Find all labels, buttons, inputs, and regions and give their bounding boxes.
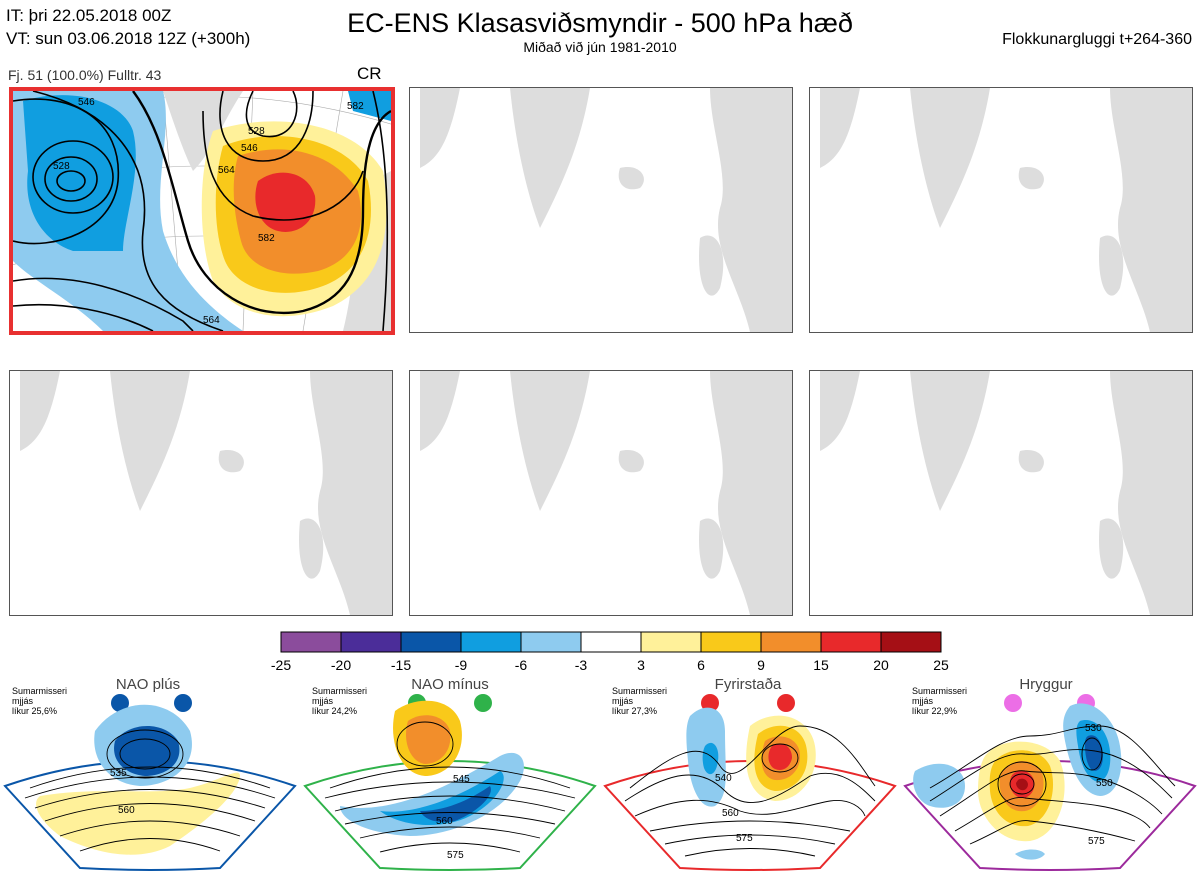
- regime-name: Hryggur: [1019, 676, 1073, 693]
- contour-label: 560: [436, 816, 453, 827]
- cluster-tag: CR: [357, 64, 382, 83]
- contour-label: 546: [241, 143, 258, 154]
- contour-label: 545: [453, 774, 470, 785]
- regime-blocking: Fyrirstaða Sumarmisseri mjjás líkur 27,3% …: [600, 676, 900, 871]
- colorbar-segment: [280, 631, 342, 653]
- colorbar-segment: [340, 631, 402, 653]
- colorbar-segment: [880, 631, 942, 653]
- contour-label: 575: [736, 833, 753, 844]
- cluster-map-5[interactable]: [409, 370, 793, 616]
- regime-prob: Sumarmisseri mjjás líkur 24,2%: [312, 686, 368, 716]
- colorbar-segment: [760, 631, 822, 653]
- colorbar-segment: [460, 631, 522, 653]
- colorbar-segment: [580, 631, 642, 653]
- contour-label: 528: [53, 161, 70, 172]
- contour-label: 528: [248, 126, 265, 137]
- contour-label: 560: [722, 808, 739, 819]
- colorbar-tick-label: -6: [515, 657, 528, 673]
- contour-label: 564: [203, 315, 220, 326]
- contour-label: 530: [1085, 723, 1102, 734]
- init-time: IT: þri 22.05.2018 00Z: [6, 6, 172, 25]
- contour-label: 550: [1096, 778, 1113, 789]
- contour-label: 582: [347, 101, 364, 112]
- colorbar-tick-label: -3: [575, 657, 588, 673]
- regime-nao-minus: NAO mínus Sumarmisseri mjjás líkur 24,2% 5…: [300, 676, 600, 871]
- page-subtitle: Miðað við jún 1981-2010: [523, 39, 677, 55]
- cluster-map-4[interactable]: [9, 370, 393, 616]
- colorbar-tick-label: 3: [637, 657, 645, 673]
- cluster-map-2[interactable]: [409, 87, 793, 333]
- regime-ridge: Hryggur Sumarmisseri mjjás líkur 22,9% 530…: [900, 676, 1200, 871]
- colorbar: -25 -20 -15 -9 -6 -3 3 6 9 15 20 25: [271, 631, 981, 681]
- regime-nao-plus: NAO plús Sumarmisseri mjjás líkur 25,6% 53…: [0, 676, 300, 871]
- colorbar-segment: [700, 631, 762, 653]
- regime-prob: Sumarmisseri mjjás líkur 25,6%: [12, 686, 68, 716]
- valid-time: VT: sun 03.06.2018 12Z (+300h): [6, 29, 251, 48]
- colorbar-tick-label: -9: [455, 657, 468, 673]
- regime-prob: Sumarmisseri mjjás líkur 22,9%: [912, 686, 968, 716]
- cluster-map-3[interactable]: [809, 87, 1193, 333]
- cluster-map-1[interactable]: 546 528 582 528 546 564 582 564: [9, 87, 395, 335]
- clustering-window: Flokkunargluggi t+264-360: [1002, 31, 1192, 48]
- colorbar-segment: [400, 631, 462, 653]
- colorbar-tick-label: -15: [391, 657, 411, 673]
- regime-prob: Sumarmisseri mjjás líkur 27,3%: [612, 686, 668, 716]
- colorbar-tick-label: 15: [813, 657, 829, 673]
- contour-label: 560: [118, 805, 135, 816]
- contour-label: 564: [218, 165, 235, 176]
- contour-label: 575: [1088, 836, 1105, 847]
- regime-name: NAO mínus: [411, 676, 489, 693]
- cluster-map-6[interactable]: [809, 370, 1193, 616]
- colorbar-segment: [820, 631, 882, 653]
- colorbar-tick-label: -20: [331, 657, 351, 673]
- colorbar-tick-label: 9: [757, 657, 765, 673]
- colorbar-tick-label: 6: [697, 657, 705, 673]
- colorbar-segment: [640, 631, 702, 653]
- contour-label: 540: [715, 773, 732, 784]
- cluster-info: Fj. 51 (100.0%) Fulltr. 43: [8, 67, 162, 83]
- colorbar-tick-label: 20: [873, 657, 889, 673]
- colorbar-segment: [520, 631, 582, 653]
- regime-name: Fyrirstaða: [714, 676, 782, 693]
- regime-name: NAO plús: [115, 676, 181, 693]
- colorbar-tick-label: -25: [271, 657, 291, 673]
- height-contours: [13, 91, 391, 331]
- page-title: EC-ENS Klasasviðsmyndir - 500 hPa hæð: [347, 8, 853, 38]
- contour-label: 582: [258, 233, 275, 244]
- colorbar-tick-label: 25: [933, 657, 949, 673]
- contour-label: 535: [110, 768, 127, 779]
- contour-label: 546: [78, 97, 95, 108]
- contour-label: 575: [447, 850, 464, 861]
